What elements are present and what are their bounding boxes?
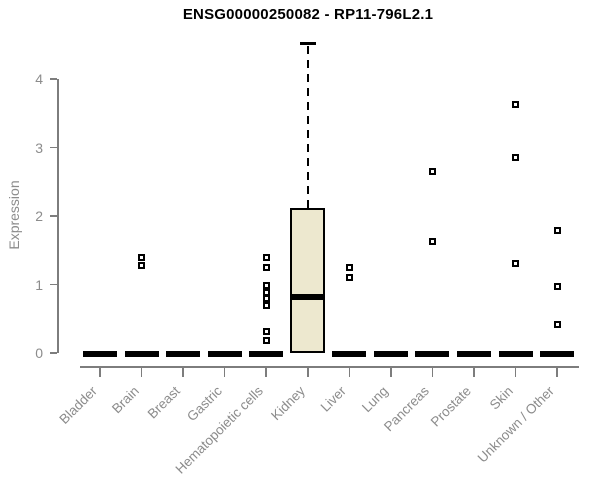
x-category-label: Unknown / Other [474, 383, 557, 466]
x-axis-tick [431, 366, 434, 377]
x-axis-tick [473, 366, 475, 377]
collapsed-box [207, 351, 242, 357]
x-axis-tick [307, 366, 309, 377]
x-axis-tick [556, 366, 558, 377]
x-axis-tick [348, 366, 351, 377]
collapsed-box [83, 351, 117, 357]
outlier-point [345, 263, 353, 271]
outlier-point [262, 282, 270, 290]
outlier-point [428, 167, 436, 175]
collapsed-box [456, 351, 491, 357]
y-tick-label: 4 [35, 71, 43, 87]
x-axis-tick [140, 366, 143, 377]
x-axis-tick [223, 366, 226, 377]
y-tick-label: 3 [35, 139, 43, 156]
y-axis-line [57, 79, 59, 353]
x-axis-tick [265, 366, 267, 377]
upper-whisker-cap [299, 41, 316, 45]
outlier-point [262, 295, 270, 303]
x-axis-tick [99, 366, 101, 377]
collapsed-box [373, 351, 408, 357]
outlier-point [262, 253, 270, 261]
outlier-point [428, 237, 436, 245]
outlier-point [138, 253, 146, 261]
upper-whisker [306, 45, 309, 209]
x-axis-line [80, 366, 580, 368]
collapsed-box [498, 351, 533, 357]
y-tick-label: 2 [35, 208, 43, 224]
outlier-point [262, 337, 270, 345]
y-axis-tick [50, 78, 57, 80]
outlier-point [512, 260, 519, 268]
x-axis-tick [390, 366, 392, 377]
collapsed-box [332, 351, 367, 357]
collapsed-box [124, 351, 159, 357]
y-axis-tick [50, 352, 57, 354]
outlier-point [553, 321, 561, 329]
chart-title: ENSG00000250082 - RP11-796L2.1 [182, 6, 434, 23]
outlier-point [138, 261, 146, 269]
outlier-point [553, 283, 561, 291]
collapsed-box [415, 351, 450, 357]
y-tick-label: 0 [35, 345, 43, 361]
outlier-point [262, 289, 270, 297]
x-axis-tick [182, 366, 184, 377]
outlier-point [512, 100, 519, 108]
y-axis-tick [50, 283, 57, 286]
collapsed-box [249, 351, 284, 357]
box-iqr [290, 208, 326, 353]
median-line [290, 293, 326, 300]
outlier-point [262, 263, 270, 271]
outlier-point [553, 226, 561, 234]
outlier-point [262, 327, 270, 335]
y-axis-tick [50, 215, 57, 217]
collapsed-box [540, 351, 575, 357]
y-axis-tick [50, 146, 57, 149]
y-tick-label: 1 [35, 276, 43, 293]
outlier-point [345, 274, 353, 282]
x-axis-tick [514, 366, 517, 377]
outlier-point [262, 302, 270, 310]
outlier-point [512, 153, 519, 161]
collapsed-box [166, 351, 201, 357]
